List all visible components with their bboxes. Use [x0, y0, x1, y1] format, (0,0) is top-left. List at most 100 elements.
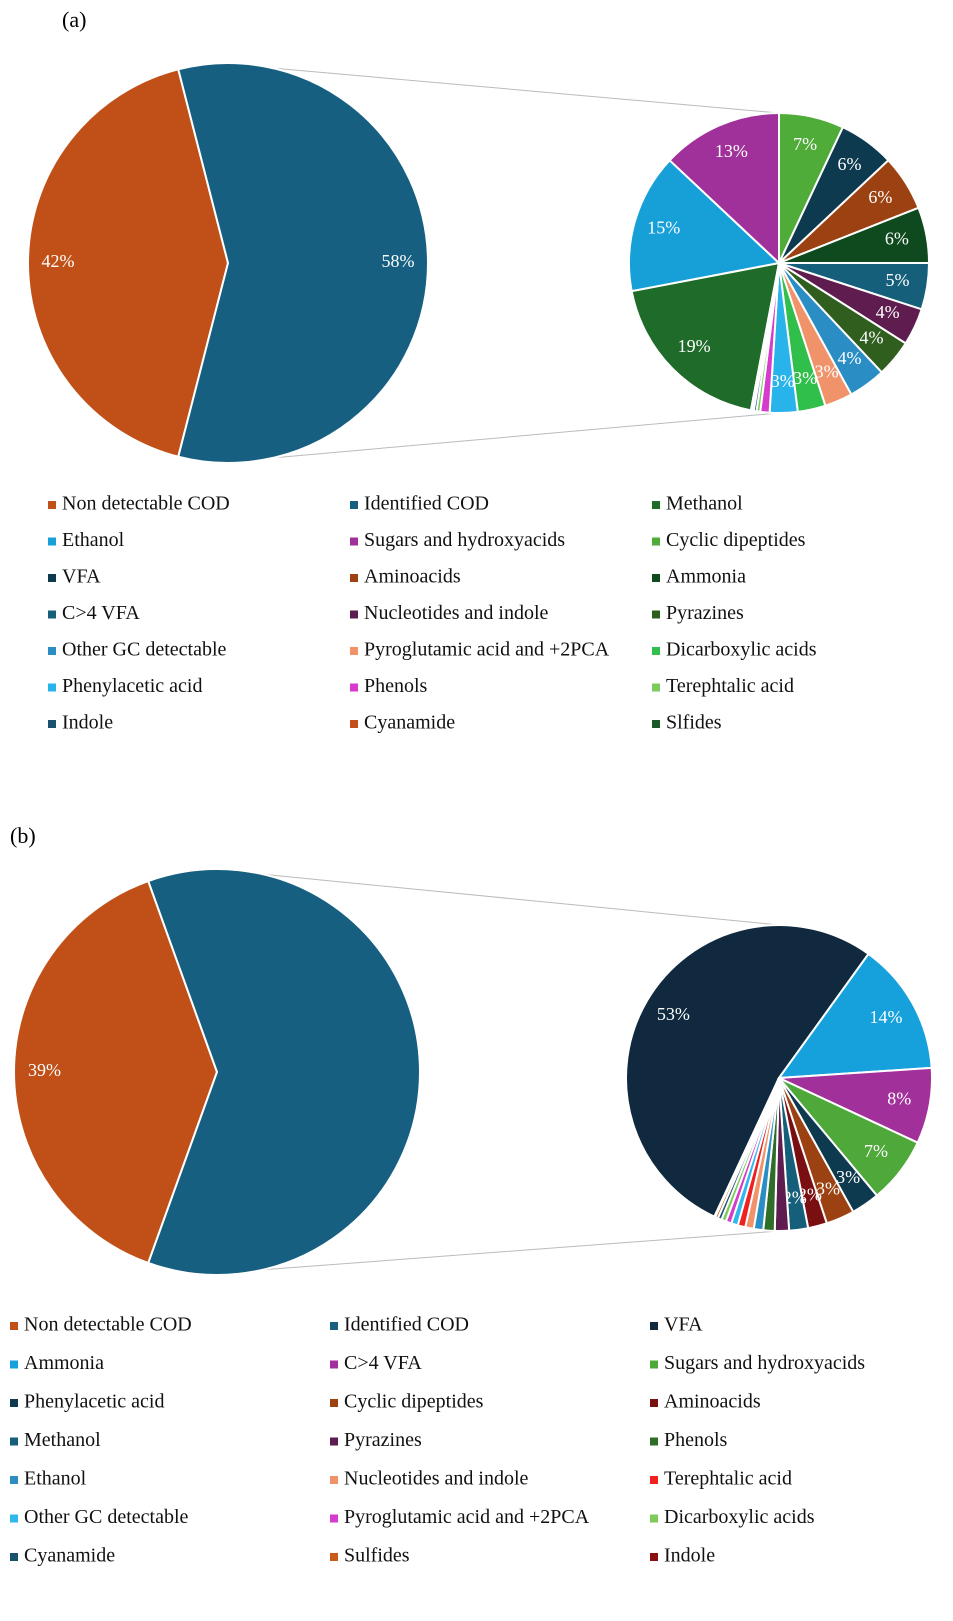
data-label: 6%	[885, 229, 909, 249]
legend-label: Identified COD	[344, 1314, 469, 1336]
legend-label: VFA	[664, 1314, 703, 1336]
legend-swatch	[650, 1437, 658, 1446]
data-label: 2%	[798, 1185, 822, 1205]
data-label: 14%	[870, 1007, 903, 1027]
legend-label: Nucleotides and indole	[364, 602, 549, 624]
legend-label: Dicarboxylic acids	[666, 639, 817, 661]
legend-swatch	[650, 1476, 658, 1484]
data-label: 4%	[876, 302, 900, 322]
legend-swatch	[652, 537, 660, 546]
legend-label: Other GC detectable	[24, 1506, 188, 1528]
data-label: 58%	[382, 251, 415, 271]
legend-swatch	[10, 1514, 18, 1523]
legend-label: Phenylacetic acid	[62, 675, 203, 697]
legend-label: Cyanamide	[24, 1545, 115, 1567]
legend-swatch	[330, 1322, 338, 1330]
legend-swatch	[350, 610, 358, 619]
connector-line	[262, 873, 780, 926]
data-label: 42%	[42, 251, 75, 271]
data-label: 7%	[864, 1141, 888, 1161]
legend-label: Phenylacetic acid	[24, 1391, 165, 1413]
pie-slice	[177, 62, 429, 464]
legend-swatch	[48, 501, 56, 509]
legend-swatch	[48, 537, 56, 546]
legend-swatch	[330, 1437, 338, 1446]
legend-label: Ethanol	[24, 1468, 87, 1490]
legend-label: Other GC detectable	[62, 639, 226, 661]
data-label: 3%	[771, 371, 795, 391]
legend-label: Sulfides	[344, 1545, 410, 1567]
legend-label: Ammonia	[666, 566, 746, 588]
legend-swatch	[10, 1399, 18, 1407]
legend-swatch	[650, 1399, 658, 1407]
legend-swatch	[10, 1437, 18, 1446]
data-label: 6%	[838, 154, 862, 174]
legend-label: Ethanol	[62, 529, 125, 551]
data-label: 3%	[815, 361, 839, 381]
legend-swatch	[10, 1322, 18, 1330]
legend-swatch	[48, 683, 56, 692]
legend-label: Non detectable COD	[24, 1314, 192, 1336]
legend-swatch	[330, 1476, 338, 1484]
legend-swatch	[350, 501, 358, 509]
legend-swatch	[10, 1476, 18, 1484]
pie-slice	[12, 879, 219, 1265]
data-label: 7%	[793, 134, 817, 154]
legend-label: Slfides	[666, 712, 722, 734]
legend-swatch	[330, 1399, 338, 1407]
legend-swatch	[652, 720, 660, 728]
legend-label: Aminoacids	[664, 1391, 761, 1413]
legend-label: Terephtalic acid	[666, 675, 794, 697]
legend-swatch	[652, 574, 660, 582]
legend-swatch	[48, 647, 56, 655]
data-label: 5%	[886, 270, 910, 290]
pie-slice	[668, 111, 780, 266]
legend-swatch	[350, 683, 358, 692]
data-label: 8%	[887, 1089, 911, 1109]
pie-slice	[749, 262, 780, 412]
legend-swatch	[10, 1360, 18, 1369]
legend-swatch	[650, 1360, 658, 1369]
pie-slice	[630, 261, 781, 412]
legend-label: Pyrazines	[344, 1429, 422, 1451]
legend-label: VFA	[62, 566, 101, 588]
legend-swatch	[330, 1360, 338, 1369]
data-label: 19%	[678, 336, 711, 356]
pie-slice	[628, 158, 782, 293]
legend-swatch	[48, 574, 56, 582]
pie-slice	[625, 924, 870, 1219]
legend-label: Pyroglutamic acid and +2PCA	[364, 639, 610, 661]
pie-slice	[146, 868, 421, 1276]
legend-label: Sugars and hydroxyacids	[664, 1352, 865, 1374]
pie-slice	[713, 1077, 780, 1219]
legend-label: Indole	[664, 1545, 715, 1567]
legend-label: Methanol	[24, 1429, 101, 1451]
legend-swatch	[652, 683, 660, 692]
legend-swatch	[652, 501, 660, 509]
data-label: 3%	[836, 1167, 860, 1187]
legend-swatch	[652, 610, 660, 619]
legend-label: Dicarboxylic acids	[664, 1506, 815, 1528]
data-label: 13%	[715, 141, 748, 161]
legend-swatch	[650, 1514, 658, 1523]
legend-swatch	[650, 1322, 658, 1330]
legend-label: Methanol	[666, 493, 743, 515]
legend-label: Cyanamide	[364, 712, 455, 734]
connector-line	[262, 1230, 780, 1271]
legend-swatch	[350, 647, 358, 655]
legend-swatch	[330, 1553, 338, 1561]
legend-label: Indole	[62, 712, 113, 734]
legend-label: Cyclic dipeptides	[666, 529, 806, 551]
data-label: 39%	[28, 1060, 61, 1080]
pie-slice	[776, 952, 933, 1080]
pie-slice	[27, 68, 230, 458]
legend-swatch	[650, 1553, 658, 1561]
legend-swatch	[48, 610, 56, 619]
legend-label: Phenols	[364, 675, 428, 697]
legend-label: Pyroglutamic acid and +2PCA	[344, 1506, 590, 1528]
legend-label: Aminoacids	[364, 566, 461, 588]
data-label: 53%	[657, 1004, 690, 1024]
panel-label: (b)	[10, 823, 36, 848]
legend-label: Phenols	[664, 1429, 728, 1451]
legend-label: Ammonia	[24, 1352, 104, 1374]
